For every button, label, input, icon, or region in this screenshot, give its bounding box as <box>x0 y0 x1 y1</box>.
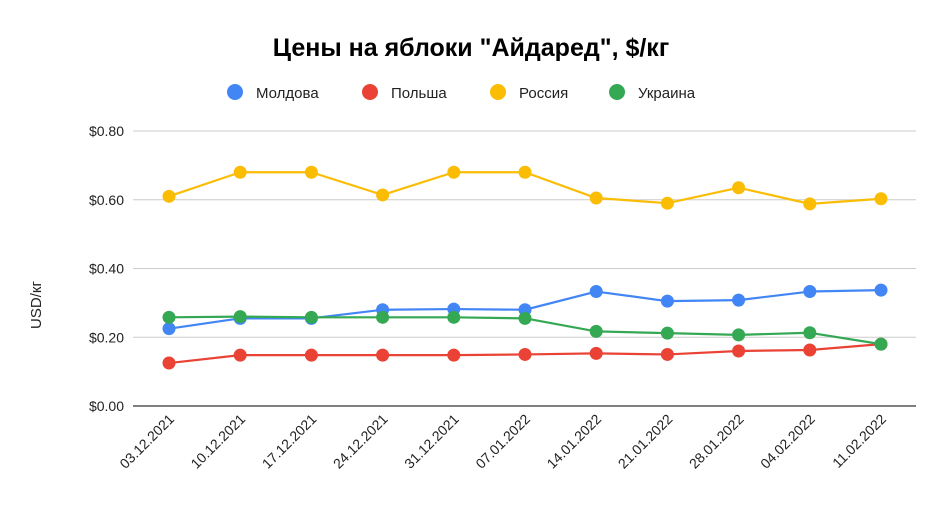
data-point <box>660 326 674 340</box>
x-tick-label: 28.01.2022 <box>686 411 747 472</box>
x-tick-label: 14.01.2022 <box>543 411 604 472</box>
data-point <box>376 348 390 362</box>
y-tick-label: $0.80 <box>89 123 124 139</box>
data-point <box>660 347 674 361</box>
data-point <box>732 328 746 342</box>
data-point <box>304 165 318 179</box>
data-point <box>447 165 461 179</box>
legend-label: Польша <box>391 85 447 102</box>
y-tick-label: $0.20 <box>89 329 124 345</box>
x-axis-ticks: 03.12.2021 10.12.2021 17.12.2021 24.12.2021… <box>116 411 889 472</box>
data-point <box>518 311 532 325</box>
data-point <box>233 165 247 179</box>
legend-marker <box>362 84 378 100</box>
data-point <box>660 196 674 210</box>
legend-label: Молдова <box>256 85 319 102</box>
data-point <box>589 191 603 205</box>
legend: Молдова Польша Россия Украина <box>227 84 696 102</box>
chart-title: Цены на яблоки "Айдаред", $/кг <box>273 34 669 62</box>
y-tick-label: $0.40 <box>89 261 124 277</box>
data-point <box>732 181 746 195</box>
data-point <box>233 348 247 362</box>
data-point <box>304 348 318 362</box>
data-point <box>803 343 817 357</box>
data-point <box>162 322 176 336</box>
series-points <box>162 165 888 370</box>
data-point <box>518 347 532 361</box>
data-point <box>162 310 176 324</box>
x-tick-label: 17.12.2021 <box>259 411 320 472</box>
data-point <box>732 293 746 307</box>
data-point <box>233 310 247 324</box>
gridlines <box>133 130 916 407</box>
data-point <box>803 285 817 299</box>
data-point <box>376 188 390 202</box>
y-axis-ticks: $0.00 $0.20 $0.40 $0.60 $0.80 <box>89 123 124 414</box>
data-point <box>162 189 176 203</box>
data-point <box>803 197 817 211</box>
y-tick-label: $0.60 <box>89 192 124 208</box>
series-lines <box>168 171 882 365</box>
data-point <box>874 192 888 206</box>
legend-marker <box>227 84 243 100</box>
data-point <box>660 294 674 308</box>
legend-label: Россия <box>519 85 568 102</box>
x-tick-label: 21.01.2022 <box>615 411 676 472</box>
data-point <box>518 165 532 179</box>
x-tick-label: 10.12.2021 <box>187 411 248 472</box>
data-point <box>589 285 603 299</box>
x-tick-label: 31.12.2021 <box>401 411 462 472</box>
data-point <box>874 283 888 297</box>
data-point <box>376 310 390 324</box>
y-tick-label: $0.00 <box>89 398 124 414</box>
data-point <box>589 324 603 338</box>
x-tick-label: 07.01.2022 <box>472 411 533 472</box>
x-tick-label: 04.02.2022 <box>757 411 818 472</box>
data-point <box>447 310 461 324</box>
y-axis-label: USD/кг <box>28 281 45 329</box>
x-tick-label: 11.02.2022 <box>829 411 889 471</box>
data-point <box>162 356 176 370</box>
legend-marker <box>490 84 506 100</box>
legend-marker <box>609 84 625 100</box>
data-point <box>304 310 318 324</box>
data-point <box>874 337 888 351</box>
x-tick-label: 03.12.2021 <box>116 411 177 472</box>
data-point <box>447 348 461 362</box>
x-tick-label: 24.12.2021 <box>330 411 391 472</box>
data-point <box>803 326 817 340</box>
legend-label: Украина <box>638 85 696 102</box>
data-point <box>732 344 746 358</box>
data-point <box>589 346 603 360</box>
